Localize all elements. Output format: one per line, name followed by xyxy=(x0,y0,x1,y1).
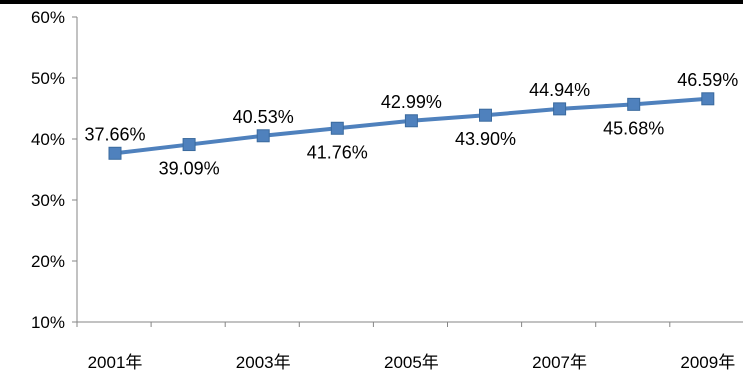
y-tick-label: 60% xyxy=(31,8,65,27)
x-tick-label: 2009年 xyxy=(680,353,735,372)
data-point xyxy=(627,97,641,111)
top-border xyxy=(0,0,743,4)
data-label: 44.94% xyxy=(529,80,590,100)
x-tick-label: 2007年 xyxy=(532,353,587,372)
data-label: 45.68% xyxy=(603,118,664,138)
data-point xyxy=(256,129,270,143)
data-label: 40.53% xyxy=(233,107,294,127)
data-point xyxy=(108,146,122,160)
data-point xyxy=(182,138,196,152)
x-tick-label: 2001年 xyxy=(88,353,143,372)
data-label: 39.09% xyxy=(159,159,220,179)
data-point xyxy=(404,114,418,128)
data-label: 46.59% xyxy=(677,70,738,90)
data-point xyxy=(701,92,715,106)
data-point xyxy=(330,121,344,135)
x-tick-label: 2003年 xyxy=(236,353,291,372)
data-label: 41.76% xyxy=(307,142,368,162)
y-tick-label: 30% xyxy=(31,191,65,210)
data-label: 43.90% xyxy=(455,129,516,149)
y-tick-label: 40% xyxy=(31,130,65,149)
x-tick-label: 2005年 xyxy=(384,353,439,372)
data-point xyxy=(553,102,567,116)
data-label: 37.66% xyxy=(84,124,145,144)
data-point xyxy=(479,108,492,122)
y-tick-label: 50% xyxy=(31,69,65,88)
y-tick-label: 20% xyxy=(31,252,65,271)
y-tick-label: 10% xyxy=(31,313,65,332)
data-label: 42.99% xyxy=(381,92,442,112)
